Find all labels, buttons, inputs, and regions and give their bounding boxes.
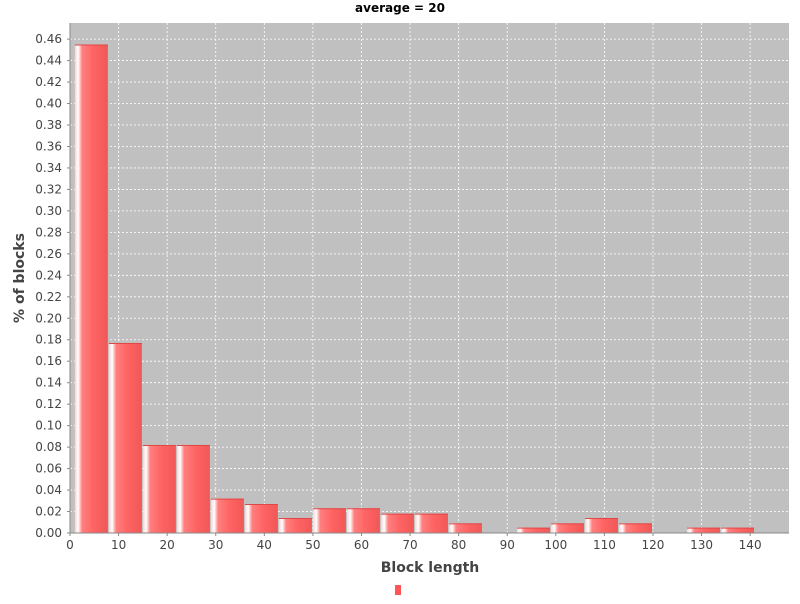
histogram-bar <box>380 513 414 533</box>
histogram-bar <box>550 523 584 533</box>
histogram-bar <box>448 523 482 533</box>
y-tick-label: 0.46 <box>35 32 62 46</box>
y-tick-label: 0.34 <box>35 161 62 175</box>
x-tick-label: 30 <box>208 538 223 552</box>
histogram-bar <box>176 444 210 533</box>
histogram-bar <box>618 523 652 533</box>
x-tick-label: 20 <box>160 538 175 552</box>
histogram-bar <box>584 517 618 533</box>
y-tick-label: 0.42 <box>35 75 62 89</box>
y-axis-label: % of blocks <box>12 233 28 323</box>
x-tick-label: 80 <box>451 538 466 552</box>
y-tick-label: 0.14 <box>35 376 62 390</box>
x-tick-label: 130 <box>690 538 713 552</box>
y-tick-label: 0.44 <box>35 54 62 68</box>
y-tick-label: 0.08 <box>35 440 62 454</box>
bars <box>74 44 754 533</box>
tick-labels: 0.00 0.02 0.04 0.06 0.08 0.10 0.12 0.14 0.16 0.18… <box>35 32 761 552</box>
y-tick-label: 0.18 <box>35 333 62 347</box>
x-axis-label: Block length <box>381 560 480 576</box>
y-tick-label: 0.28 <box>35 225 62 239</box>
chart-title: average = 20 <box>355 1 445 15</box>
histogram-bar <box>516 527 550 533</box>
y-tick-label: 0.32 <box>35 182 62 196</box>
y-tick-label: 0.26 <box>35 247 62 261</box>
histogram-bar <box>312 508 346 533</box>
y-tick-label: 0.16 <box>35 354 62 368</box>
y-tick-label: 0.24 <box>35 268 62 282</box>
axes <box>69 23 789 534</box>
histogram-bar <box>74 44 108 533</box>
y-tick-label: 0.02 <box>35 505 62 519</box>
x-tick-label: 110 <box>593 538 616 552</box>
x-tick-label: 90 <box>500 538 515 552</box>
x-tick-label: 40 <box>257 538 272 552</box>
histogram-bar <box>346 508 380 533</box>
legend <box>395 585 401 595</box>
y-tick-label: 0.00 <box>35 526 62 540</box>
y-tick-label: 0.06 <box>35 462 62 476</box>
histogram-bar <box>210 498 244 533</box>
y-tick-label: 0.30 <box>35 204 62 218</box>
y-tick-label: 0.36 <box>35 139 62 153</box>
x-tick-label: 70 <box>402 538 417 552</box>
x-tick-label: 10 <box>111 538 126 552</box>
histogram-bar <box>244 504 278 533</box>
y-tick-label: 0.10 <box>35 419 62 433</box>
x-tick-label: 0 <box>66 538 74 552</box>
x-tick-label: 140 <box>739 538 762 552</box>
histogram-bar <box>278 517 312 533</box>
x-tick-label: 100 <box>544 538 567 552</box>
y-tick-label: 0.20 <box>35 311 62 325</box>
x-tick-label: 50 <box>305 538 320 552</box>
legend-swatch <box>395 585 401 595</box>
histogram-bar <box>108 342 142 533</box>
gridlines <box>69 23 789 534</box>
y-tick-label: 0.04 <box>35 483 62 497</box>
histogram-bar <box>720 527 754 533</box>
y-tick-label: 0.12 <box>35 397 62 411</box>
histogram-bar <box>142 444 176 533</box>
y-tick-label: 0.38 <box>35 118 62 132</box>
y-tick-label: 0.40 <box>35 97 62 111</box>
y-tick-label: 0.22 <box>35 290 62 304</box>
histogram-bar <box>414 513 448 533</box>
histogram-bar <box>686 527 720 533</box>
x-tick-label: 60 <box>354 538 369 552</box>
x-tick-label: 120 <box>642 538 665 552</box>
